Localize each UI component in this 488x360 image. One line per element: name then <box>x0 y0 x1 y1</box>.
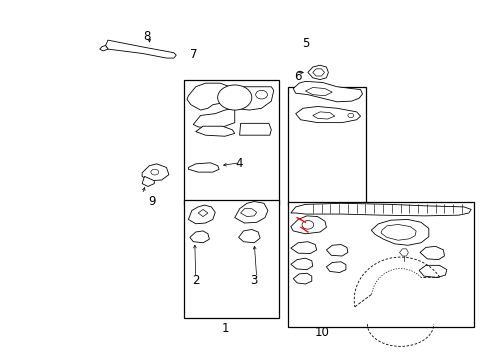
Polygon shape <box>142 164 168 181</box>
Polygon shape <box>290 203 470 216</box>
Polygon shape <box>193 108 234 128</box>
Polygon shape <box>307 65 328 80</box>
Polygon shape <box>293 81 362 102</box>
Polygon shape <box>326 262 345 273</box>
Polygon shape <box>312 112 334 119</box>
Polygon shape <box>189 231 209 243</box>
Polygon shape <box>100 45 108 51</box>
Polygon shape <box>380 225 415 240</box>
Circle shape <box>217 85 251 110</box>
Bar <box>288 202 473 327</box>
Bar <box>183 200 278 318</box>
Polygon shape <box>105 40 176 58</box>
Text: 1: 1 <box>221 322 228 335</box>
Text: 6: 6 <box>294 69 301 82</box>
Text: 2: 2 <box>192 274 199 287</box>
Polygon shape <box>195 126 234 136</box>
Text: 9: 9 <box>148 195 155 208</box>
Text: 3: 3 <box>250 274 257 287</box>
Polygon shape <box>238 229 260 243</box>
Polygon shape <box>290 216 326 234</box>
Polygon shape <box>234 202 267 223</box>
Polygon shape <box>326 244 347 256</box>
Text: 8: 8 <box>143 30 150 43</box>
Polygon shape <box>239 123 271 135</box>
Polygon shape <box>290 242 316 253</box>
Polygon shape <box>305 87 331 96</box>
Polygon shape <box>186 83 273 110</box>
Circle shape <box>151 169 158 175</box>
Polygon shape <box>290 258 312 270</box>
Polygon shape <box>370 220 428 245</box>
Polygon shape <box>293 273 311 284</box>
Bar <box>183 80 278 205</box>
Polygon shape <box>142 176 154 186</box>
Polygon shape <box>240 209 256 217</box>
Polygon shape <box>198 210 207 217</box>
Polygon shape <box>418 265 446 278</box>
Text: 10: 10 <box>314 326 329 339</box>
Circle shape <box>255 90 267 99</box>
Polygon shape <box>399 249 407 256</box>
Text: 5: 5 <box>301 37 308 50</box>
Circle shape <box>347 113 353 118</box>
Bar <box>288 87 366 205</box>
Text: 4: 4 <box>235 157 243 170</box>
Circle shape <box>302 221 313 229</box>
Polygon shape <box>295 107 360 123</box>
Polygon shape <box>419 246 444 260</box>
Polygon shape <box>188 205 215 224</box>
Text: 7: 7 <box>189 48 197 61</box>
Polygon shape <box>312 69 324 76</box>
Polygon shape <box>188 163 219 172</box>
